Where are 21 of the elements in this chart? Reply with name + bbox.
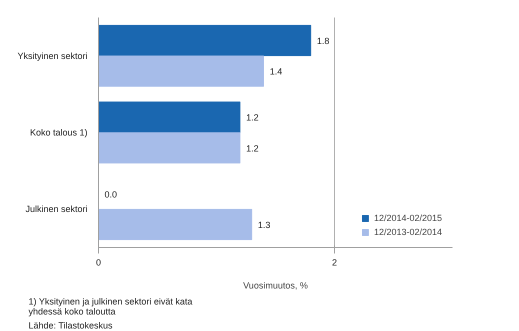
data-label: 0.0 xyxy=(104,189,118,200)
y-tick-label: Julkinen sektori xyxy=(25,204,88,214)
text: 1) Yksityinen ja julkinen sektori eivät kata yhdessä koko taloutta xyxy=(28,296,192,316)
bar xyxy=(98,132,240,164)
data-label: 1.4 xyxy=(270,66,282,77)
x-tick-label: 2 xyxy=(332,258,338,268)
data-label: 1.3 xyxy=(258,220,270,230)
x-tick-label: 0 xyxy=(96,258,102,268)
bar xyxy=(98,102,240,133)
data-label: 1.2 xyxy=(246,143,259,154)
text: Lähde: Tilastokeskus xyxy=(28,320,114,330)
bar xyxy=(98,208,252,240)
y-tick-label: Yksityinen sektori xyxy=(17,50,88,61)
data-label: 1.8 xyxy=(316,36,330,46)
legend-label: 12/2013-02/2014 xyxy=(374,227,442,237)
data-label: 1.2 xyxy=(246,112,259,123)
x-axis-title: Vuosimuutos, % xyxy=(243,280,308,290)
bar xyxy=(98,56,264,87)
y-tick-label: Koko talous 1) xyxy=(30,128,88,138)
legend-label: 12/2014-02/2015 xyxy=(374,213,442,223)
bar xyxy=(98,24,312,56)
